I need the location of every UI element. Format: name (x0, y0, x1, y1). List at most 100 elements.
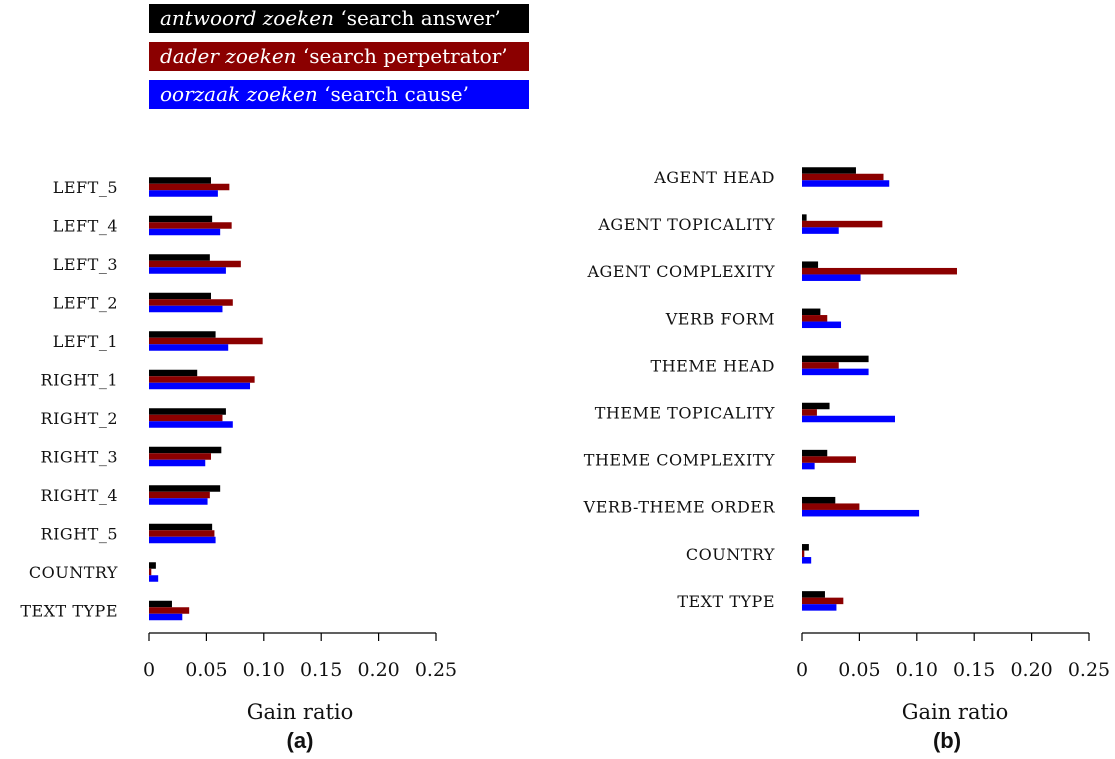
chart-panel-a: LEFT_5 LEFT_4 LEFT_3 LEFT_2 LEFT_1 RIGHT_1 RIG… (20, 177, 457, 753)
bar (149, 254, 210, 261)
bar (802, 402, 830, 410)
bar (149, 491, 210, 499)
bar (149, 453, 211, 460)
category-label: LEFT_3 (53, 255, 118, 274)
bar (149, 498, 208, 505)
x-tick-label: 0.20 (357, 659, 399, 681)
bar (802, 355, 869, 363)
x-tick-label: 0.10 (243, 659, 285, 681)
x-tick-label: 0 (796, 659, 808, 681)
bar (802, 456, 856, 463)
panel-label: (a) (287, 728, 314, 753)
x-tick-label: 0.05 (185, 659, 227, 681)
bar (802, 308, 821, 316)
bar (802, 220, 883, 228)
bar (802, 415, 895, 423)
bar (149, 344, 229, 351)
category-label: COUNTRY (686, 545, 775, 564)
bar (149, 299, 233, 306)
bar (149, 607, 190, 614)
bar (149, 562, 156, 569)
legend-item-italic: oorzaak zoeken (160, 82, 318, 106)
bar (149, 331, 216, 338)
bar (149, 446, 222, 454)
x-tick-label: 0.25 (415, 659, 457, 681)
category-label: VERB FORM (665, 309, 775, 328)
bar (149, 408, 226, 415)
bar (149, 260, 241, 268)
panel-label: (b) (933, 728, 961, 753)
category-label: LEFT_1 (53, 332, 118, 351)
x-axis-title: Gain ratio (902, 700, 1009, 724)
category-label: RIGHT_1 (41, 371, 118, 390)
bar (149, 530, 215, 537)
category-label: RIGHT_5 (41, 525, 118, 544)
category-label: COUNTRY (29, 563, 118, 582)
bar (802, 368, 869, 376)
category-label: AGENT TOPICALITY (597, 215, 775, 234)
x-tick-label: 0 (143, 659, 155, 681)
bar (149, 376, 255, 383)
bar (802, 509, 920, 517)
category-label: AGENT HEAD (653, 168, 775, 187)
category-label: RIGHT_2 (41, 409, 118, 428)
bar (149, 292, 211, 300)
legend-item-antwoord: antwoord zoeken ‘search answer’ (149, 4, 529, 33)
legend-item-italic: antwoord zoeken (160, 6, 335, 30)
bar (149, 485, 221, 492)
x-axis-title: Gain ratio (247, 700, 354, 724)
bar (149, 575, 159, 582)
bar (802, 261, 819, 268)
bar (149, 222, 232, 229)
bar (149, 183, 230, 191)
bar (149, 421, 233, 428)
bar (802, 180, 890, 187)
x-tick-label: 0.15 (300, 659, 342, 681)
bar (149, 305, 223, 313)
bar (802, 267, 957, 275)
bar (149, 215, 213, 223)
bar (802, 321, 842, 329)
bar (149, 523, 213, 531)
bar (802, 227, 839, 234)
bar (802, 597, 844, 605)
bar (802, 557, 812, 564)
bar (802, 462, 815, 470)
bar (802, 544, 809, 551)
chart-panel-b: AGENT HEAD AGENT TOPICALITY AGENT COMPLEXI… (583, 167, 1110, 753)
category-label: LEFT_4 (53, 217, 118, 236)
bar (802, 503, 860, 510)
category-label: THEME HEAD (651, 356, 775, 375)
bar (802, 550, 805, 558)
category-label: TEXT TYPE (677, 592, 775, 611)
bar (802, 409, 817, 416)
bar (802, 173, 884, 181)
bar (149, 600, 172, 608)
x-tick-label: 0.20 (1010, 659, 1052, 681)
bar (149, 267, 226, 274)
legend-item-oorzaak: oorzaak zoeken ‘search cause’ (149, 80, 529, 109)
bar (802, 315, 828, 322)
bar (149, 536, 216, 544)
bar (802, 214, 807, 221)
bar (149, 382, 251, 390)
bar (149, 337, 263, 345)
category-label: LEFT_2 (53, 294, 118, 313)
x-tick-label: 0.15 (953, 659, 995, 681)
bar (802, 274, 861, 281)
bar (149, 177, 211, 184)
legend-item-gloss: ‘search perpetrator’ (296, 44, 508, 68)
category-label: TEXT TYPE (20, 602, 118, 621)
bar (149, 568, 152, 576)
bar (149, 459, 206, 467)
category-label: LEFT_5 (53, 178, 118, 197)
bar (802, 591, 825, 598)
bar (149, 613, 183, 621)
legend-item-gloss: ‘search answer’ (334, 6, 501, 30)
legend-item-gloss: ‘search cause’ (317, 82, 469, 106)
category-label: AGENT COMPLEXITY (586, 262, 775, 281)
bar (149, 414, 223, 422)
category-label: THEME TOPICALITY (595, 404, 775, 423)
bar (802, 496, 836, 504)
